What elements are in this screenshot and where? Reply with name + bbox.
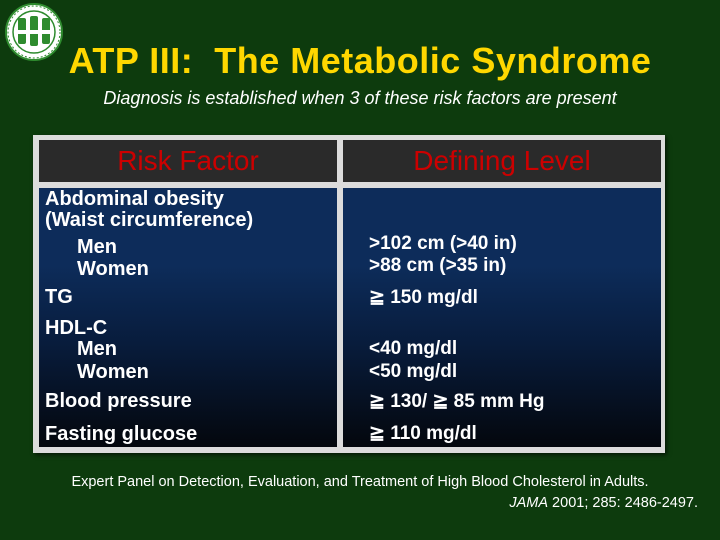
level-waist-women: >88 cm (>35 in): [369, 255, 507, 276]
risk-waist-men: Men: [77, 236, 117, 258]
level-hdl-men: <40 mg/dl: [369, 338, 458, 359]
risk-hdl-women: Women: [77, 361, 149, 383]
citation-line: Expert Panel on Detection, Evaluation, a…: [71, 474, 649, 490]
citation-details: 2001; 285: 2486-2497.: [548, 495, 698, 511]
risk-factor-table: Risk Factor Defining Level Abdominal obe…: [33, 135, 665, 453]
slide-title: ATP III: The Metabolic Syndrome: [68, 40, 652, 81]
body-cell-defining-levels: >102 cm (>40 in) >88 cm (>35 in) ≧ 150 m…: [343, 188, 661, 447]
header-defining-level: Defining Level: [413, 145, 591, 176]
level-tg: ≧ 150 mg/dl: [369, 287, 478, 308]
risk-hdl: HDL-C: [45, 317, 108, 339]
risk-hdl-men: Men: [77, 338, 117, 360]
citation-journal-line: JAMA 2001; 285: 2486-2497.: [509, 495, 698, 511]
citation-journal: JAMA: [509, 495, 549, 511]
risk-abdominal-obesity: Abdominal obesity: [45, 188, 224, 210]
level-blood-pressure: ≧ 130/ ≧ 85 mm Hg: [369, 391, 545, 412]
risk-waist-circumference: (Waist circumference): [45, 209, 254, 231]
seal-icon: [5, 3, 63, 61]
risk-blood-pressure: Blood pressure: [45, 390, 192, 412]
header-risk-factor: Risk Factor: [117, 145, 259, 176]
header-cell-defining-level: Defining Level: [343, 140, 661, 182]
header-cell-risk-factor: Risk Factor: [39, 140, 337, 182]
level-hdl-women: <50 mg/dl: [369, 361, 458, 382]
risk-tg: TG: [45, 286, 73, 308]
body-cell-risk-factors: Abdominal obesity (Waist circumference) …: [39, 188, 337, 447]
slide-subtitle: Diagnosis is established when 3 of these…: [103, 88, 617, 108]
risk-fasting-glucose: Fasting glucose: [45, 423, 198, 445]
risk-waist-women: Women: [77, 258, 149, 280]
institution-logo: [4, 2, 64, 62]
level-waist-men: >102 cm (>40 in): [369, 233, 517, 254]
level-fasting-glucose: ≧ 110 mg/dl: [369, 423, 477, 444]
